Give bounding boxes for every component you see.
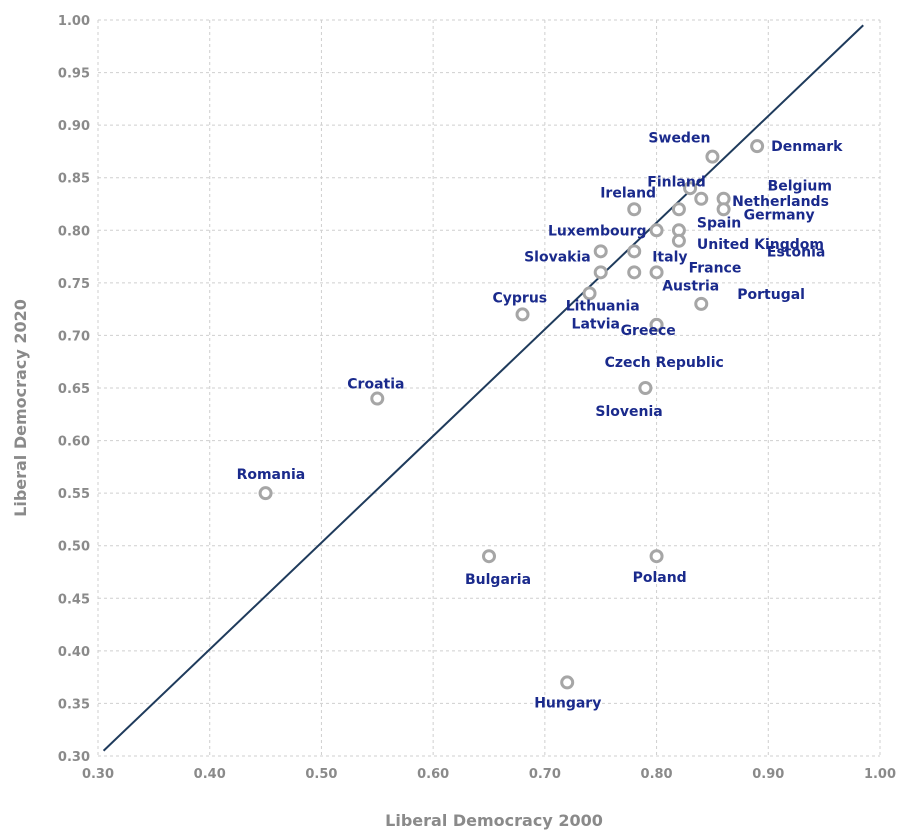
data-point (694, 191, 709, 206)
point-label: Slovenia (595, 404, 662, 420)
point-label: Belgium (768, 179, 832, 195)
point-labels: Denmark Sweden Netherlands Finland Belgium Ge… (237, 131, 844, 712)
x-tick-label: 0.80 (641, 767, 673, 782)
y-tick-label: 0.40 (58, 645, 90, 660)
point-label: Croatia (347, 377, 404, 393)
y-tick-label: 0.35 (58, 697, 90, 712)
data-point (627, 202, 642, 217)
data-point (649, 549, 664, 564)
point-label: Slovakia (524, 249, 591, 265)
x-tick-label: 0.90 (752, 767, 784, 782)
point-label: Ireland (600, 185, 656, 201)
point-label: Germany (744, 207, 815, 223)
data-point (705, 149, 720, 164)
data-point (638, 381, 653, 395)
data-point (482, 549, 496, 564)
data-point (649, 223, 664, 238)
grid (97, 19, 881, 757)
point-label: Portugal (737, 287, 805, 303)
data-point (649, 265, 664, 280)
data-point (671, 202, 686, 217)
data-point (593, 265, 608, 280)
point-label: Denmark (771, 139, 843, 155)
data-point (560, 675, 575, 690)
point-label: Luxembourg (548, 223, 647, 239)
y-tick-label: 0.80 (58, 224, 90, 239)
x-tick-label: 0.70 (529, 767, 561, 782)
x-tick-label: 0.30 (82, 767, 114, 782)
data-point (694, 296, 709, 311)
y-tick-label: 0.90 (58, 119, 90, 134)
y-tick-label: 0.85 (58, 172, 90, 187)
point-label: Sweden (648, 131, 710, 147)
data-point (258, 486, 273, 501)
y-tick-label: 0.50 (58, 540, 90, 555)
data-point (582, 286, 597, 301)
point-label: Romania (237, 467, 306, 483)
point-label: Estonia (767, 244, 825, 260)
data-point (627, 244, 642, 259)
y-axis-title: Liberal Democracy 2020 (11, 299, 30, 517)
data-point (515, 307, 530, 322)
data-point (750, 139, 765, 154)
point-label: Cyprus (493, 290, 548, 306)
data-point (671, 233, 686, 248)
y-tick-label: 0.95 (58, 67, 90, 82)
point-label: Italy (652, 249, 687, 265)
data-point (683, 181, 698, 196)
tick-labels: 0.30 0.40 0.50 0.60 0.70 0.80 0.90 1.00 0.30 0.35… (58, 14, 896, 782)
point-label: Bulgaria (465, 572, 531, 588)
point-label: Finland (647, 175, 706, 191)
reference-line (102, 24, 864, 752)
x-axis-title: Liberal Democracy 2000 (385, 811, 603, 830)
data-point (716, 202, 731, 217)
x-tick-label: 0.50 (305, 767, 337, 782)
y-tick-label: 0.75 (58, 277, 90, 292)
point-label: Latvia (572, 316, 620, 332)
point-label: Lithuania (566, 298, 640, 314)
point-label: Greece (621, 323, 676, 339)
point-label: Poland (633, 570, 687, 586)
point-label: Netherlands (732, 194, 829, 210)
y-tick-label: 0.60 (58, 435, 90, 450)
x-tick-label: 1.00 (864, 767, 896, 782)
data-point (627, 265, 642, 280)
data-point (649, 317, 664, 332)
point-label: Czech Republic (605, 355, 724, 371)
y-tick-label: 0.30 (58, 750, 90, 765)
x-tick-label: 0.60 (417, 767, 449, 782)
y-tick-label: 0.65 (58, 382, 90, 397)
point-label: Spain (697, 215, 741, 231)
data-points (258, 139, 765, 690)
point-label: France (689, 260, 742, 276)
x-tick-label: 0.40 (194, 767, 226, 782)
data-point (370, 391, 385, 406)
y-tick-label: 0.45 (58, 592, 90, 607)
point-label: Austria (662, 278, 719, 294)
point-label: Hungary (534, 695, 601, 711)
y-tick-label: 0.70 (58, 329, 90, 344)
point-label: United Kingdom (697, 237, 824, 253)
y-tick-label: 0.55 (58, 487, 90, 502)
data-point (593, 244, 608, 259)
y-tick-label: 1.00 (58, 14, 90, 29)
